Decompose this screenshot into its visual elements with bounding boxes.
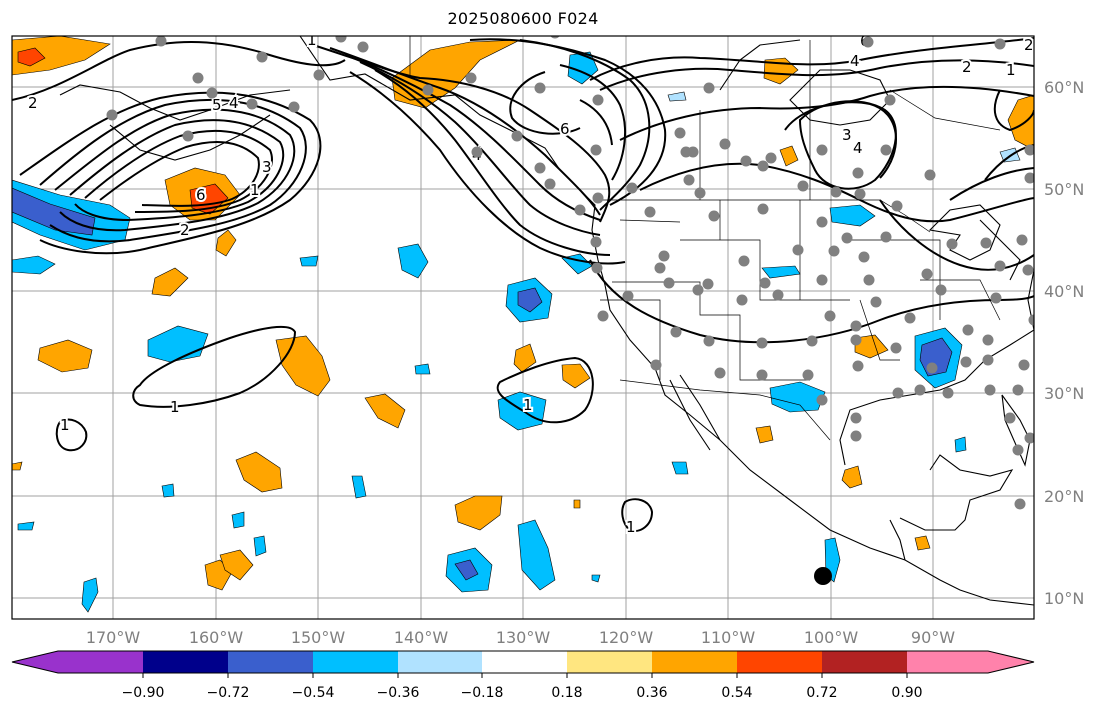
contour-label: 2 bbox=[180, 221, 190, 239]
contour-label: 2 bbox=[1024, 36, 1034, 54]
colorbar: −0.90 −0.72 −0.54 −0.36 −0.18 0.18 0.36 … bbox=[11, 650, 1035, 701]
lon-label: 100°W bbox=[804, 628, 859, 647]
colorbar-label: −0.90 bbox=[122, 685, 165, 701]
lat-axis: 60°N 50°N 40°N 30°N 20°N 10°N bbox=[1044, 78, 1084, 608]
contour-label: 2 bbox=[28, 94, 38, 112]
colorbar-segment bbox=[652, 651, 738, 673]
contour-labels: 2 2 3 1 6 5 4 4 6 4 3 2 1 6 4 2 1 1 1 1 … bbox=[26, 31, 1034, 538]
contour-label: 4 bbox=[850, 52, 860, 70]
colorbar-label: −0.36 bbox=[377, 685, 420, 701]
borders bbox=[409, 36, 1001, 441]
contour-label: 4 bbox=[853, 139, 863, 157]
lon-label: 140°W bbox=[394, 628, 449, 647]
map-frame bbox=[11, 35, 1035, 620]
station-dots bbox=[106, 36, 1034, 510]
colorbar-segment bbox=[567, 651, 653, 673]
lat-label: 60°N bbox=[1044, 78, 1084, 97]
colorbar-segment bbox=[822, 651, 908, 673]
contour-label: 3 bbox=[262, 158, 272, 176]
colorbar-segment bbox=[907, 651, 988, 673]
lat-label: 20°N bbox=[1044, 487, 1084, 506]
colorbar-label: 0.36 bbox=[636, 685, 667, 701]
contour-label: 1 bbox=[1006, 61, 1016, 79]
contour-label: 1 bbox=[60, 416, 70, 434]
lon-label: 120°W bbox=[599, 628, 654, 647]
contour-label: 1 bbox=[523, 396, 533, 414]
lon-label: 160°W bbox=[189, 628, 244, 647]
colorbar-label: −0.72 bbox=[207, 685, 250, 701]
colorbar-label: 0.54 bbox=[721, 685, 752, 701]
plot-area: 2 2 3 1 6 5 4 4 6 4 3 2 1 6 4 2 1 1 1 1 … bbox=[12, 31, 1034, 619]
colorbar-segment-over bbox=[988, 651, 1034, 673]
colorbar-segment-under bbox=[12, 651, 58, 673]
colorbar-segment bbox=[143, 651, 229, 673]
lat-label: 30°N bbox=[1044, 384, 1084, 403]
lat-label: 10°N bbox=[1044, 589, 1084, 608]
contour-lines bbox=[12, 37, 1034, 532]
lon-label: 110°W bbox=[701, 628, 756, 647]
contour-label: 5 bbox=[212, 96, 222, 114]
colorbar-label: 0.72 bbox=[806, 685, 837, 701]
contour-label: 3 bbox=[842, 126, 852, 144]
colorbar-label: −0.54 bbox=[292, 685, 335, 701]
colorbar-segment bbox=[228, 651, 314, 673]
contour-label: 4 bbox=[229, 94, 239, 112]
colorbar-segment bbox=[58, 651, 144, 673]
lon-label: 130°W bbox=[496, 628, 551, 647]
lon-label: 170°W bbox=[86, 628, 141, 647]
colorbar-segment bbox=[313, 651, 399, 673]
contour-label: 1 bbox=[626, 518, 636, 536]
colorbar-segment bbox=[398, 651, 483, 673]
selected-point-marker bbox=[814, 567, 832, 585]
colorbar-segment bbox=[482, 651, 568, 673]
colorbar-segment bbox=[737, 651, 823, 673]
contour-label: 6 bbox=[560, 120, 570, 138]
colorbar-outline bbox=[11, 650, 1035, 674]
lon-label: 150°W bbox=[291, 628, 346, 647]
lat-label: 50°N bbox=[1044, 180, 1084, 199]
graticule bbox=[12, 36, 1034, 619]
lat-label: 40°N bbox=[1044, 282, 1084, 301]
lon-axis: 170°W 160°W 150°W 140°W 130°W 120°W 110°… bbox=[86, 628, 955, 647]
map-title: 2025080600 F024 bbox=[447, 9, 599, 28]
colorbar-label: −0.18 bbox=[461, 685, 504, 701]
colorbar-label: 0.18 bbox=[551, 685, 582, 701]
contour-label: 1 bbox=[250, 181, 260, 199]
colorbar-label: 0.90 bbox=[891, 685, 922, 701]
contour-label: 2 bbox=[962, 58, 972, 76]
contour-label: 1 bbox=[307, 31, 317, 49]
contour-label: 1 bbox=[170, 398, 180, 416]
lon-label: 90°W bbox=[911, 628, 955, 647]
contour-label: 6 bbox=[196, 186, 206, 204]
